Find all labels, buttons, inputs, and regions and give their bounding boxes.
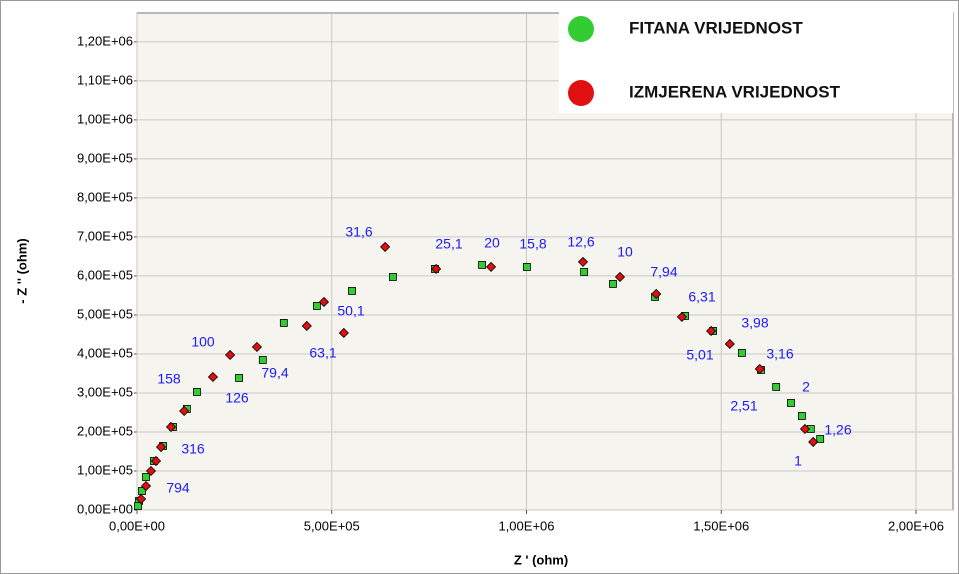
data-point [609, 280, 617, 288]
frequency-label: 31,6 [345, 224, 372, 240]
frequency-label: 7,94 [650, 264, 677, 280]
data-point [380, 241, 391, 252]
data-point [676, 311, 687, 323]
data-point [754, 363, 765, 375]
x-tick-label: 1,50E+06 [693, 518, 749, 533]
data-point [724, 338, 735, 350]
frequency-label: 5,01 [686, 347, 713, 363]
data-point [651, 288, 662, 300]
data-point [179, 405, 190, 417]
data-point [142, 473, 150, 481]
frequency-label: 3,98 [741, 315, 768, 331]
data-point [797, 412, 806, 420]
frequency-label: 3,16 [766, 346, 793, 362]
y-tick-label: 1,00E+05 [77, 462, 133, 477]
data-point [338, 327, 349, 339]
data-point [150, 455, 162, 467]
data-point [225, 349, 236, 361]
legend-box [559, 1, 953, 113]
y-axis-label: - Z '' (ohm) [14, 238, 29, 303]
frequency-label: 6,31 [688, 289, 715, 305]
data-point [251, 341, 263, 353]
data-point [318, 296, 330, 308]
frequency-label: 794 [166, 480, 190, 496]
data-point [140, 480, 152, 492]
y-tick-label: 2,00E+05 [77, 423, 133, 438]
data-point [737, 349, 746, 357]
data-point [207, 371, 219, 383]
x-axis-label: Z ' (ohm) [514, 552, 568, 567]
data-point [155, 441, 167, 453]
y-tick-label: 1,00E+06 [77, 111, 133, 126]
data-point [134, 502, 142, 510]
data-point [816, 435, 825, 443]
data-point [799, 423, 811, 435]
data-point [193, 388, 201, 396]
frequency-label: 79,4 [261, 365, 288, 381]
data-point [301, 320, 312, 332]
data-point [258, 356, 267, 364]
y-tick-label: 7,00E+05 [77, 228, 133, 243]
y-tick-label: 5,00E+05 [77, 306, 133, 321]
frequency-label: 2,51 [730, 398, 757, 414]
data-point [135, 493, 147, 505]
frequency-label: 158 [157, 371, 181, 387]
frequency-label: 10 [617, 244, 633, 260]
data-point [313, 302, 321, 310]
data-point [577, 256, 589, 267]
data-point [522, 263, 531, 271]
data-point [389, 273, 397, 281]
y-tick-label: 4,00E+05 [77, 345, 133, 360]
data-point [165, 421, 177, 433]
frequency-label: 15,8 [519, 236, 546, 252]
data-point [485, 261, 497, 272]
data-point [478, 261, 486, 269]
y-tick-label: 3,00E+05 [77, 384, 133, 399]
data-point [235, 374, 243, 382]
x-tick-label: 5,00E+05 [304, 518, 360, 533]
y-tick-label: 9,00E+05 [77, 150, 133, 165]
legend-label: FITANA VRIJEDNOST [629, 18, 803, 37]
data-point [614, 271, 626, 283]
legend-marker [568, 80, 594, 106]
frequency-label: 50,1 [337, 303, 364, 319]
legend-label: IZMJERENA VRIJEDNOST [629, 82, 841, 101]
frequency-label: 100 [191, 334, 215, 350]
frequency-label: 20 [484, 235, 500, 251]
frequency-label: 1 [794, 453, 802, 469]
y-tick-label: 1,20E+06 [77, 33, 133, 48]
data-point [138, 487, 146, 495]
data-point [348, 287, 356, 295]
x-tick-label: 2,00E+06 [888, 518, 944, 533]
y-tick-label: 8,00E+05 [77, 189, 133, 204]
frequency-label: 1,26 [824, 422, 851, 438]
frequency-label: 316 [181, 441, 205, 457]
frequency-label: 25,1 [435, 236, 462, 252]
data-point [772, 383, 781, 391]
legend-marker [568, 16, 594, 42]
y-tick-label: 1,10E+06 [77, 72, 133, 87]
frequency-label: 126 [225, 390, 249, 406]
frequency-label: 63,1 [309, 345, 336, 361]
frequency-label: 12,6 [567, 234, 594, 250]
frequency-label: 2 [802, 379, 810, 395]
data-point [808, 436, 819, 448]
y-tick-label: 0,00E+00 [77, 501, 133, 516]
data-point [787, 399, 795, 407]
x-tick-label: 1,00E+06 [498, 518, 554, 533]
data-point [145, 465, 157, 477]
y-tick-label: 6,00E+05 [77, 267, 133, 282]
data-point [580, 268, 589, 276]
x-tick-label: 0,00E+00 [109, 518, 165, 533]
data-point [431, 263, 442, 275]
data-point [706, 325, 717, 337]
data-point [279, 319, 288, 327]
